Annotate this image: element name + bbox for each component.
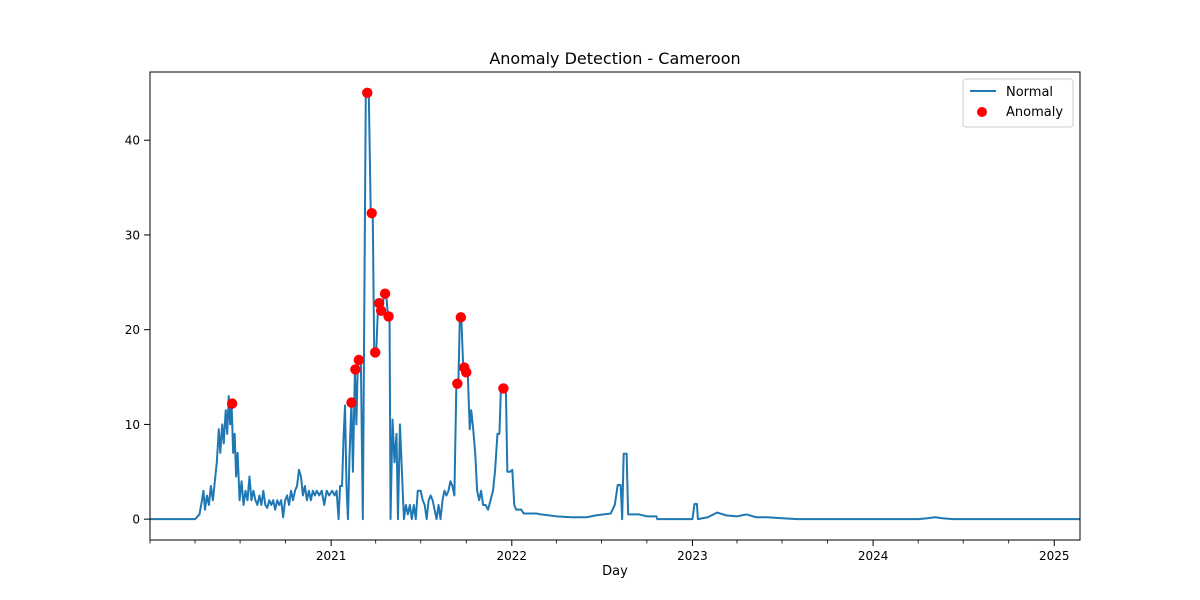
y-tick-label: 10 <box>125 418 140 432</box>
anomaly-point <box>226 398 238 409</box>
x-axis-label: Day <box>602 564 628 579</box>
anomaly-point <box>455 312 467 323</box>
anomaly-point <box>452 378 463 389</box>
legend: Normal Anomaly <box>962 78 1074 128</box>
anomaly-point <box>379 288 391 299</box>
x-tick-label: 2025 <box>1039 549 1070 563</box>
x-tick-label: 2022 <box>497 549 528 563</box>
y-tick-label: 40 <box>125 134 140 148</box>
legend-anomaly-label: Anomaly <box>1006 105 1063 120</box>
y-tick-label: 30 <box>125 228 140 242</box>
anomaly-point <box>498 383 509 394</box>
anomaly-point <box>375 305 387 316</box>
anomaly-point <box>353 354 365 366</box>
legend-normal-label: Normal <box>1006 85 1053 100</box>
series-line-normal <box>150 91 1080 521</box>
legend-anomaly-swatch <box>977 107 987 117</box>
anomaly-point <box>362 87 373 99</box>
anomaly-points-layer <box>226 87 509 409</box>
anomaly-point <box>370 347 381 358</box>
y-axis: 0 10 20 30 40 <box>125 134 150 527</box>
series-line-layer <box>150 91 1080 521</box>
anomaly-point <box>350 364 361 375</box>
x-axis: 2021 2022 2023 2024 2025 <box>149 540 1070 563</box>
x-tick-label: 2024 <box>858 549 889 563</box>
anomaly-point <box>383 311 394 322</box>
plot-frame <box>149 71 1081 541</box>
anomaly-point <box>461 367 472 378</box>
x-tick-label: 2023 <box>677 549 708 563</box>
x-tick-label: 2021 <box>316 549 347 563</box>
anomaly-point <box>346 397 357 408</box>
chart-title: Anomaly Detection - Cameroon <box>489 49 740 68</box>
y-tick-label: 20 <box>125 323 140 337</box>
y-tick-label: 0 <box>132 513 140 527</box>
anomaly-point <box>366 207 377 219</box>
